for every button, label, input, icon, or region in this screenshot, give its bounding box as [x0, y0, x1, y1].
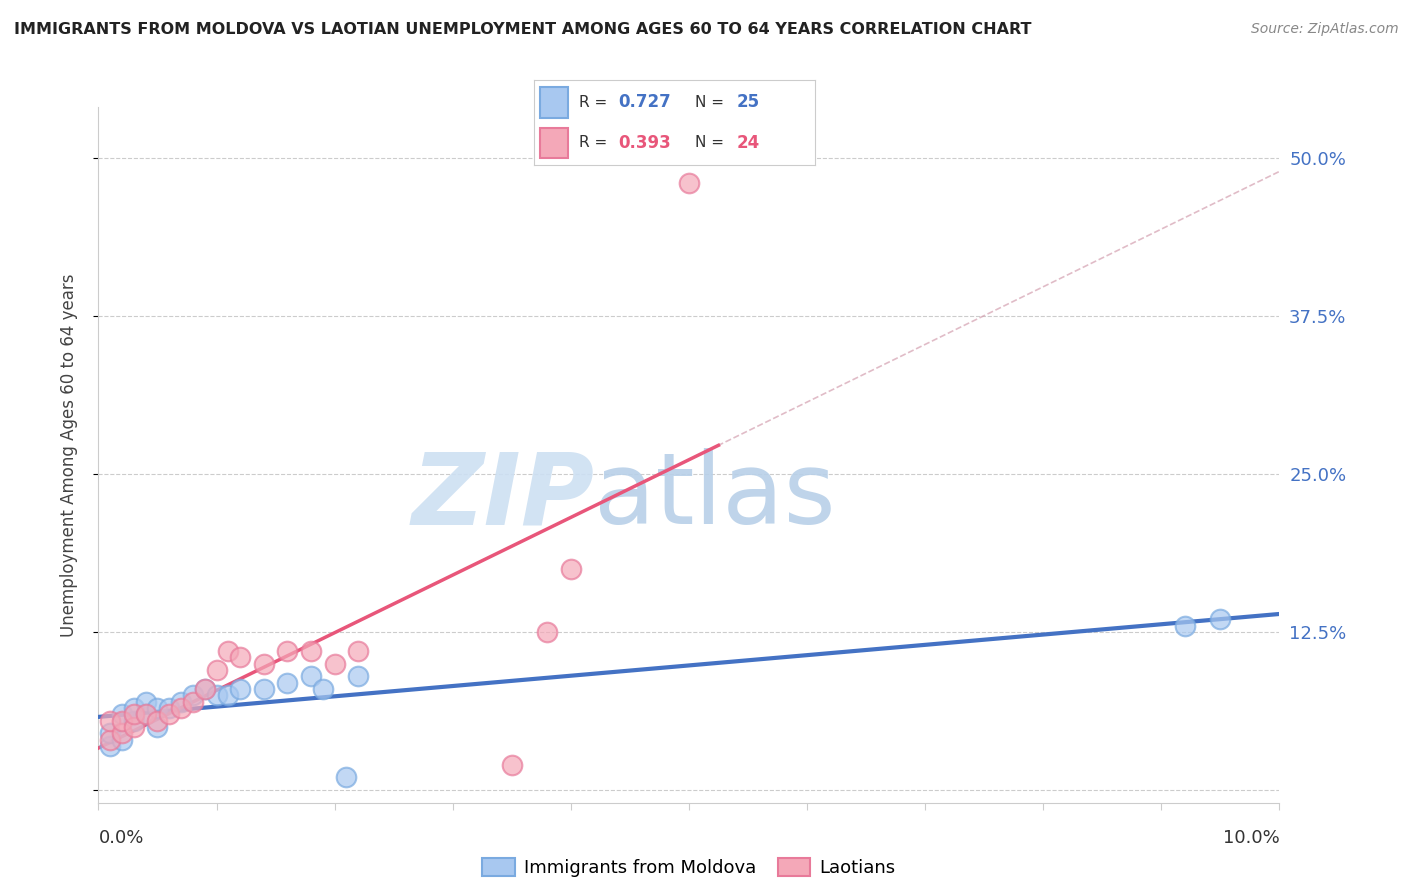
Point: [253, 681, 276, 696]
Point: [111, 707, 134, 722]
Text: R =: R =: [579, 136, 613, 151]
Point: [335, 771, 357, 785]
Point: [205, 688, 228, 702]
Point: [98, 714, 121, 728]
Point: [122, 720, 145, 734]
Text: 24: 24: [737, 134, 761, 152]
Point: [501, 757, 523, 772]
FancyBboxPatch shape: [540, 128, 568, 158]
Text: N =: N =: [695, 95, 728, 110]
Text: 0.727: 0.727: [619, 94, 672, 112]
Point: [181, 688, 204, 702]
Point: [217, 644, 239, 658]
Point: [146, 714, 169, 728]
Point: [146, 701, 169, 715]
Point: [98, 732, 121, 747]
Point: [347, 644, 370, 658]
Text: 10.0%: 10.0%: [1223, 830, 1279, 847]
Point: [217, 688, 239, 702]
Point: [194, 681, 217, 696]
Point: [299, 669, 322, 683]
Point: [1209, 612, 1232, 626]
Point: [98, 726, 121, 740]
Y-axis label: Unemployment Among Ages 60 to 64 years: Unemployment Among Ages 60 to 64 years: [59, 273, 77, 637]
Point: [98, 739, 121, 753]
Point: [194, 681, 217, 696]
Point: [312, 681, 335, 696]
Text: R =: R =: [579, 95, 613, 110]
Point: [157, 707, 180, 722]
Point: [135, 707, 157, 722]
Text: ZIP: ZIP: [412, 448, 595, 545]
Text: IMMIGRANTS FROM MOLDOVA VS LAOTIAN UNEMPLOYMENT AMONG AGES 60 TO 64 YEARS CORREL: IMMIGRANTS FROM MOLDOVA VS LAOTIAN UNEMP…: [14, 22, 1032, 37]
Text: Source: ZipAtlas.com: Source: ZipAtlas.com: [1251, 22, 1399, 37]
Point: [1174, 618, 1197, 632]
Text: atlas: atlas: [595, 448, 837, 545]
Point: [276, 675, 298, 690]
Point: [146, 720, 169, 734]
Point: [229, 681, 252, 696]
Point: [170, 701, 193, 715]
Point: [181, 695, 204, 709]
Legend: Immigrants from Moldova, Laotians: Immigrants from Moldova, Laotians: [475, 850, 903, 884]
Point: [111, 726, 134, 740]
Text: 25: 25: [737, 94, 759, 112]
Point: [253, 657, 276, 671]
Point: [122, 707, 145, 722]
Point: [205, 663, 228, 677]
Point: [135, 695, 157, 709]
Point: [122, 714, 145, 728]
Point: [276, 644, 298, 658]
Point: [111, 714, 134, 728]
Point: [560, 562, 582, 576]
Point: [229, 650, 252, 665]
Point: [536, 625, 558, 640]
Point: [157, 701, 180, 715]
Point: [170, 695, 193, 709]
Point: [347, 669, 370, 683]
Point: [299, 644, 322, 658]
Text: 0.393: 0.393: [619, 134, 672, 152]
Text: 0.0%: 0.0%: [98, 830, 143, 847]
Point: [122, 701, 145, 715]
Point: [111, 732, 134, 747]
Point: [323, 657, 346, 671]
FancyBboxPatch shape: [540, 87, 568, 118]
Point: [135, 707, 157, 722]
Text: N =: N =: [695, 136, 728, 151]
Point: [678, 176, 700, 190]
